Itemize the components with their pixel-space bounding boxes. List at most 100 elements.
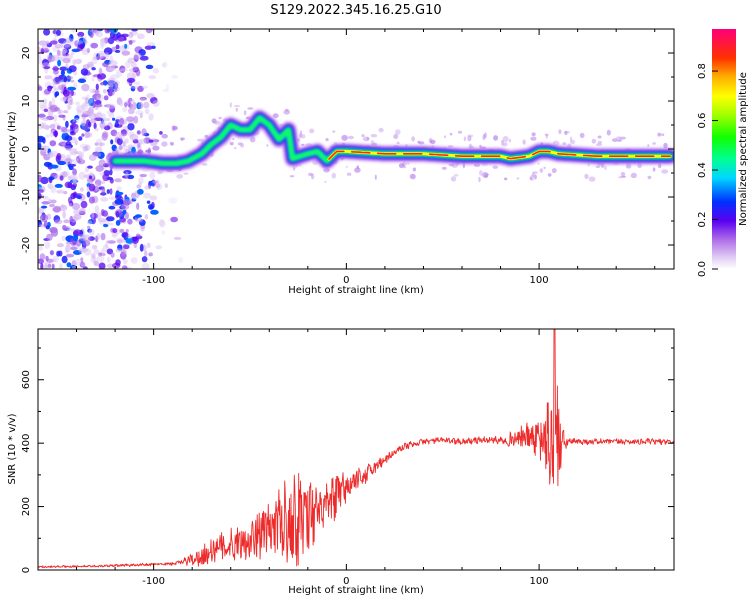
noise-blob (94, 89, 100, 95)
noise-blob (38, 174, 42, 183)
noise-blob (63, 96, 69, 102)
ridge-halo-blob (604, 165, 607, 170)
ridge-halo-blob (324, 180, 327, 183)
noise-blob (49, 140, 57, 147)
ridge-halo-blob (615, 136, 622, 142)
noise-blob (38, 113, 46, 118)
noise-blob (132, 102, 137, 110)
noise-blob (110, 65, 119, 69)
spectrogram-x-label: Height of straight line (km) (288, 285, 424, 296)
noise-blob (138, 49, 146, 56)
ridge-halo-blob (412, 167, 417, 172)
noise-blob (38, 192, 42, 200)
noise-blob (136, 233, 141, 237)
noise-blob (75, 58, 82, 65)
noise-blob (43, 108, 49, 113)
noise-blob (168, 197, 178, 204)
noise-blob (108, 205, 116, 210)
y-tick-label: 10 (21, 95, 32, 108)
noise-blob (144, 45, 153, 50)
ridge-halo-blob (289, 175, 295, 178)
noise-blob (114, 132, 123, 139)
ridge-halo-blob (181, 138, 184, 142)
noise-blob (67, 175, 76, 180)
noise-blob (140, 97, 146, 102)
noise-blob (126, 174, 135, 180)
noise-blob (70, 79, 75, 83)
noise-blob (63, 43, 72, 50)
noise-blob (108, 85, 114, 93)
noise-blob (89, 29, 94, 33)
x-tick-label: -100 (142, 275, 165, 286)
noise-blob (82, 239, 91, 247)
noise-blob (62, 226, 71, 231)
ridge-halo-blob (562, 142, 567, 146)
noise-blob (161, 230, 165, 235)
noise-blob (80, 257, 84, 262)
noise-blob (84, 131, 91, 139)
noise-blob (77, 31, 85, 37)
noise-blob (100, 197, 109, 202)
noise-blob (121, 265, 128, 269)
noise-blob (68, 165, 74, 171)
snr-panel: -100 0 100 0 200 400 600 Height of straight l… (7, 328, 675, 596)
ridge-halo-blob (393, 134, 399, 139)
noise-blob (52, 80, 56, 88)
noise-blob (93, 103, 103, 108)
noise-blob (137, 85, 144, 92)
noise-blob (123, 170, 132, 175)
noise-blob (54, 130, 58, 138)
ridge-halo-blob (213, 120, 221, 125)
noise-blob (138, 102, 144, 109)
noise-blob (82, 64, 90, 70)
noise-blob (155, 183, 161, 188)
noise-blob (88, 106, 94, 114)
noise-blob (58, 74, 64, 80)
ridge-halo-blob (450, 176, 457, 182)
noise-blob (96, 232, 101, 240)
noise-blob (66, 228, 76, 232)
ridge-halo-blob (204, 134, 209, 138)
noise-blob (73, 209, 81, 216)
noise-blob (120, 33, 129, 38)
colorbar-tick-label: 0.2 (697, 212, 708, 228)
noise-blob (58, 57, 64, 61)
noise-blob (103, 117, 111, 122)
noise-blob (40, 148, 47, 157)
noise-blob (52, 65, 59, 72)
ridge-halo-blob (243, 110, 247, 116)
noise-blob (109, 29, 118, 34)
noise-blob (66, 241, 71, 245)
noise-blob (114, 121, 120, 128)
noise-blob (98, 262, 106, 269)
noise-blob (56, 125, 61, 130)
noise-blob (106, 103, 116, 109)
noise-blob (130, 85, 136, 92)
x-tick-label: -100 (142, 576, 165, 587)
ridge-halo-blob (218, 116, 222, 120)
noise-blob (142, 192, 151, 199)
noise-blob (138, 139, 143, 146)
noise-blob (134, 81, 141, 86)
noise-blob (109, 196, 116, 201)
noise-blob (137, 33, 145, 40)
ridge-halo-blob (444, 135, 446, 139)
noise-blob (100, 82, 105, 86)
noise-blob (82, 266, 88, 269)
noise-blob (69, 148, 77, 153)
noise-blob (140, 226, 145, 232)
ridge-halo-blob (396, 141, 400, 145)
noise-blob (106, 216, 115, 222)
ridge-halo-blob (596, 143, 602, 147)
noise-blob (100, 41, 104, 49)
noise-blob (103, 95, 109, 101)
noise-blob (139, 55, 149, 61)
noise-blob (124, 171, 129, 179)
noise-blob (104, 63, 109, 68)
noise-blob (107, 263, 114, 269)
noise-blob (141, 263, 150, 269)
noise-blob (61, 49, 67, 55)
ridge-halo-blob (395, 129, 401, 136)
noise-blob (82, 146, 89, 152)
noise-blob (80, 200, 88, 209)
